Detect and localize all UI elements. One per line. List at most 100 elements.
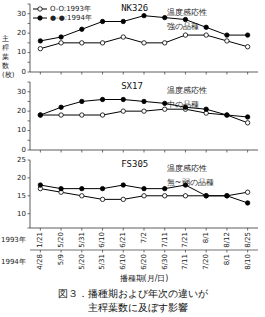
annotation: 中の品種 (167, 100, 199, 109)
point (121, 19, 125, 23)
annotation: 温度感応性 (167, 8, 207, 17)
series-line (40, 99, 247, 116)
point (38, 113, 42, 117)
y-tick (28, 82, 31, 83)
x2-tick (226, 250, 227, 253)
x-tick (102, 150, 103, 153)
point (225, 39, 229, 43)
x-tick-label: 7/2 (140, 232, 148, 243)
caption: 図３．播種期および年次の違いが (58, 288, 209, 299)
x2-tick-label: 7/11 (181, 254, 189, 270)
point (204, 33, 208, 37)
annotation: 温度感応性 (167, 164, 207, 173)
subplot-title: FS305 (121, 159, 148, 169)
y-tick-label: 15 (17, 192, 26, 200)
x-tick (81, 228, 82, 231)
y-axis-line (30, 4, 31, 72)
y-tick (28, 160, 31, 161)
y-axis-label: (枚) (2, 71, 15, 79)
x-tick (40, 228, 41, 231)
point (245, 121, 249, 125)
y-tick (28, 4, 31, 5)
subplot-title: NK326 (121, 3, 148, 13)
x-tick (185, 72, 186, 75)
figure: 0102030NK326温度感応性強の品種O-O:1993年●-●:1994年主… (0, 0, 265, 317)
y-tick (28, 62, 31, 63)
x-tick (81, 150, 82, 153)
x-tick (247, 228, 248, 231)
x-tick (40, 72, 41, 75)
x-tick (144, 150, 145, 153)
y-tick-label: 0 (22, 68, 26, 76)
y-tick (28, 150, 31, 151)
row-title: 1994年 (1, 258, 26, 266)
x2-tick-label: 4/28 (36, 254, 44, 270)
x-tick (81, 72, 82, 75)
x2-tick-label: 6/10 (119, 254, 127, 270)
point (80, 186, 84, 190)
y-tick-label: 30 (17, 10, 26, 18)
x-tick (40, 150, 41, 153)
y-tick-label: 20 (17, 107, 26, 115)
point (163, 186, 167, 190)
x-tick-label: 8/1 (202, 232, 210, 243)
point (80, 113, 84, 117)
subplot: 101520251/215/205/316/106/217/27/117/218… (1, 156, 258, 283)
point (204, 25, 208, 29)
point (142, 186, 146, 190)
y-tick (28, 228, 31, 229)
subplot: 0102030SX17温度感応性中の品種 (17, 81, 258, 154)
x-tick (206, 228, 207, 231)
x-tick (185, 228, 186, 231)
legend-marker (38, 7, 42, 11)
point (225, 33, 229, 37)
plot-area (38, 97, 250, 125)
x-tick (123, 228, 124, 231)
point (204, 194, 208, 198)
series-line (40, 185, 247, 203)
y-tick (28, 195, 31, 196)
point (183, 33, 187, 37)
point (59, 105, 63, 109)
y-tick (28, 52, 31, 53)
point (225, 113, 229, 117)
point (163, 41, 167, 45)
point (225, 113, 229, 117)
point (38, 46, 42, 50)
legend-label: ●-●:1994年 (50, 14, 92, 22)
point (142, 194, 146, 198)
point (245, 190, 249, 194)
x2-tick-label: 5/31 (98, 254, 106, 270)
y-axis-label: 葉 (2, 53, 9, 61)
y-tick (28, 120, 31, 121)
x-tick-label: 6/10 (98, 232, 106, 248)
y-tick-label: 20 (17, 29, 26, 37)
y-axis-line (30, 82, 31, 150)
x-tick (61, 228, 62, 231)
point (80, 27, 84, 31)
x2-tick (40, 250, 41, 253)
x2-tick-label: 6/30 (161, 254, 169, 270)
x-tick (247, 72, 248, 75)
annotation: 無~弱の品種 (167, 178, 214, 187)
x-tick-label: 7/21 (181, 232, 189, 248)
x-tick-label: 8/12 (223, 232, 231, 248)
point (100, 97, 104, 101)
x2-tick-label: 5/20 (78, 254, 86, 270)
plot-area (38, 183, 250, 205)
x2-tick-label: 6/20 (140, 254, 148, 270)
x2-tick-label: 5/9 (57, 254, 65, 265)
y-tick-label: 30 (17, 88, 26, 96)
legend-marker (38, 16, 42, 20)
x-tick (123, 72, 124, 75)
point (142, 109, 146, 113)
legend: O-O:1993年●-●:1994年 (33, 5, 92, 22)
x-axis-label: 播種期(月/日) (120, 274, 169, 283)
point (100, 41, 104, 45)
x-tick (144, 72, 145, 75)
subplot-title: SX17 (121, 81, 143, 91)
point (100, 113, 104, 117)
point (245, 115, 249, 119)
point (59, 35, 63, 39)
annotation: 温度感応性 (167, 86, 207, 95)
